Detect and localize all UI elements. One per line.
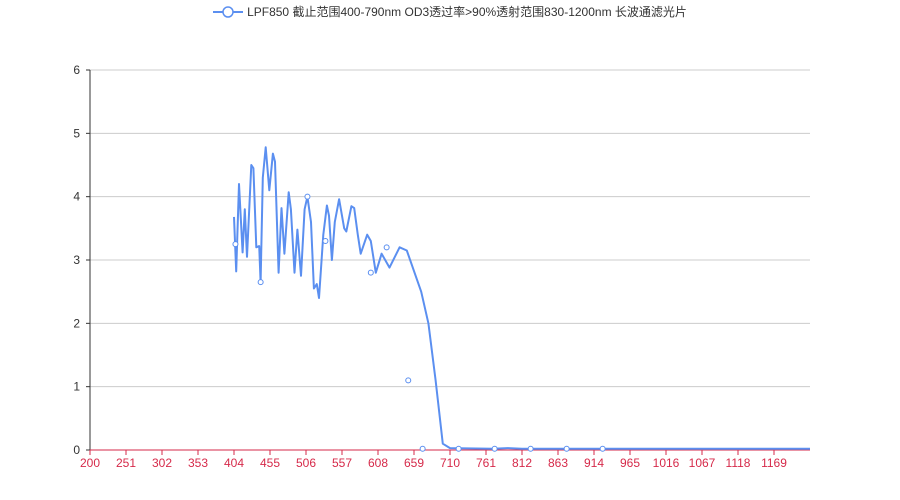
x-tick-label: 455	[260, 456, 280, 470]
legend-line-marker-icon	[213, 5, 244, 18]
y-tick-label: 0	[73, 443, 80, 457]
data-point-marker	[367, 269, 374, 276]
x-tick-label: 812	[512, 456, 532, 470]
legend-series-label: LPF850 截止范围400-790nm OD3透过率>90%透射范围830-1…	[247, 5, 687, 19]
x-tick-label: 710	[440, 456, 460, 470]
x-tick-label: 302	[152, 456, 172, 470]
y-tick-label: 4	[73, 190, 80, 204]
data-point-marker	[322, 238, 329, 244]
data-point-marker	[383, 244, 390, 251]
x-tick-label: 914	[584, 456, 604, 470]
x-tick-label: 1169	[761, 456, 787, 470]
x-tick-label: 608	[368, 456, 388, 470]
x-tick-label: 353	[188, 456, 208, 470]
y-tick-label: 2	[73, 316, 80, 330]
data-point-marker	[491, 445, 498, 452]
x-tick-label: 1118	[726, 456, 751, 470]
data-point-marker	[405, 377, 412, 384]
y-tick-label: 3	[73, 253, 80, 267]
x-tick-label: 1016	[653, 456, 680, 470]
x-tick-label: 659	[404, 456, 424, 470]
x-tick-label: 404	[224, 456, 244, 470]
series-line	[233, 146, 810, 450]
x-tick-label: 557	[332, 456, 352, 470]
data-point-marker	[527, 445, 534, 452]
x-tick-label: 1067	[689, 456, 716, 470]
legend[interactable]: LPF850 截止范围400-790nm OD3透过率>90%透射范围830-1…	[0, 3, 900, 20]
x-tick-label: 251	[116, 456, 136, 470]
x-tick-label: 965	[620, 456, 640, 470]
y-tick-label: 6	[73, 63, 80, 77]
y-tick-label: 5	[73, 126, 80, 140]
data-point-marker	[232, 241, 239, 248]
data-point-marker	[599, 445, 606, 452]
y-tick-label: 1	[73, 380, 80, 394]
x-tick-label: 761	[476, 456, 496, 470]
data-point-marker	[304, 193, 311, 200]
x-tick-label: 200	[80, 456, 100, 470]
x-tick-label: 863	[548, 456, 568, 470]
data-point-marker	[455, 445, 462, 452]
x-tick-label: 506	[296, 456, 316, 470]
data-point-marker	[563, 445, 570, 452]
data-point-marker	[257, 279, 264, 286]
data-point-marker	[419, 445, 426, 452]
